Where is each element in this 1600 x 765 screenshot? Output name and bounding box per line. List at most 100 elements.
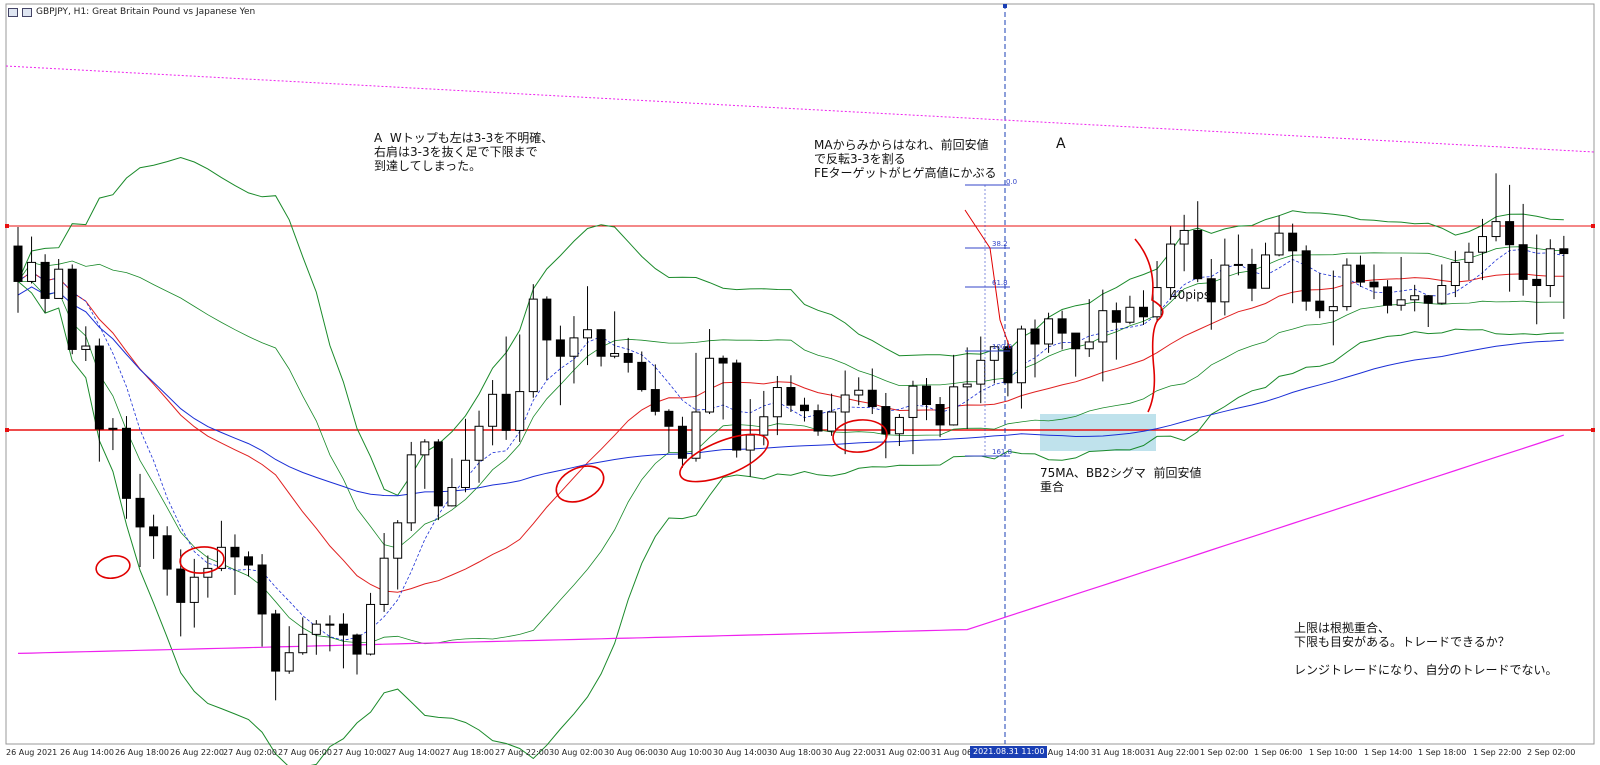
candle-body-bearish	[1423, 295, 1433, 304]
candle	[203, 555, 213, 598]
candle-body-bullish	[1477, 236, 1487, 253]
candle-body-bearish	[1030, 328, 1040, 345]
note-a-line1: A Wトップも左は3-3を不明確、	[374, 131, 554, 145]
candle-body-bullish	[1220, 264, 1230, 303]
candle-body-bullish	[406, 454, 416, 524]
candle-body-bearish	[94, 345, 104, 430]
annotation-circle-4	[679, 433, 769, 483]
candle-body-bullish	[515, 391, 525, 431]
candle-body-bearish	[1193, 229, 1203, 280]
candle-body-bearish	[338, 623, 348, 636]
candle	[501, 336, 511, 440]
candle-body-bullish	[474, 425, 484, 461]
candle-body-bullish	[908, 385, 918, 418]
candle	[1166, 226, 1176, 300]
chart-window-icon	[8, 7, 18, 17]
candle-body-bearish	[1301, 250, 1311, 302]
x-tick-label: 26 Aug 22:00	[170, 748, 224, 757]
candle-body-bearish	[786, 387, 796, 406]
candle	[366, 592, 376, 656]
candle-body-bearish	[1111, 310, 1121, 323]
note-b-line3: FEターゲットがヒゲ高値にかぶる	[814, 166, 997, 180]
candle-body-bullish	[745, 434, 755, 451]
candle-body-bullish	[284, 652, 294, 672]
candle-body-bearish	[1315, 300, 1325, 312]
moving-average-75	[17, 286, 1564, 497]
note-c: 上限は根拠重合、 下限も目安がある。トレードできるか？ レンジトレードになり、自分の…	[1294, 621, 1558, 677]
pips-label: 40pips	[1170, 288, 1211, 302]
candle	[1193, 201, 1203, 283]
note-c-line1: 上限は根拠重合、	[1294, 621, 1391, 635]
candle	[935, 397, 945, 438]
x-tick-label: 30 Aug 06:00	[604, 748, 658, 757]
candle-body-bearish	[352, 634, 362, 655]
candle	[393, 520, 403, 590]
candle-body-bearish	[162, 535, 172, 570]
candle-body-bearish	[637, 361, 647, 391]
candle	[732, 359, 742, 458]
candle-body-bullish	[976, 359, 986, 385]
candle	[1491, 173, 1501, 242]
candle	[1423, 295, 1433, 327]
candle	[257, 554, 267, 647]
candle-body-bearish	[1518, 244, 1528, 280]
candle	[1328, 270, 1338, 346]
candle-body-bullish	[1450, 261, 1460, 287]
candle-body-bullish	[325, 623, 335, 626]
candle	[1125, 295, 1135, 325]
candle	[976, 336, 986, 404]
candle-body-bullish	[1084, 341, 1094, 350]
x-tick-label: 31 Aug 22:00	[1145, 748, 1199, 757]
x-tick-label: 27 Aug 14:00	[386, 748, 440, 757]
candle-body-bearish	[922, 385, 932, 406]
note-a-line3: 到達してしまった。	[374, 159, 482, 173]
candle-body-bearish	[1383, 286, 1393, 306]
candle	[1355, 255, 1365, 287]
candle-body-bearish	[732, 362, 742, 451]
candle	[406, 441, 416, 531]
candle	[1274, 215, 1284, 257]
candle-body-bearish	[1138, 306, 1148, 318]
candle	[433, 439, 443, 521]
candle	[637, 351, 647, 392]
candle	[827, 393, 837, 436]
candle	[515, 334, 525, 442]
candle	[244, 551, 254, 577]
note-zone-line1: 75MA、BB2シグマ 前回安値	[1040, 466, 1202, 480]
candle	[1518, 203, 1528, 296]
candle	[1044, 312, 1054, 353]
candle	[27, 236, 37, 284]
candle	[216, 520, 226, 572]
candle	[54, 259, 64, 299]
candle	[867, 368, 877, 415]
candle-body-bullish	[528, 298, 538, 393]
candle-body-bullish	[393, 522, 403, 559]
candle	[962, 347, 972, 429]
candle-body-bullish	[189, 576, 199, 603]
candle	[583, 286, 593, 366]
annotation-circle-5	[832, 419, 888, 453]
candle-body-bearish	[718, 357, 728, 364]
candle	[1233, 234, 1243, 276]
candle	[1152, 261, 1162, 321]
candle-body-bullish	[311, 623, 321, 635]
candle-body-bearish	[121, 427, 131, 499]
bollinger-lower-band	[17, 281, 1564, 765]
x-tick-label: 1 Sep 02:00	[1200, 748, 1249, 757]
candle-body-bullish	[1437, 285, 1447, 304]
candle	[528, 284, 538, 398]
x-tick-label: 1 Sep 22:00	[1473, 748, 1522, 757]
x-tick-label: 30 Aug 18:00	[767, 748, 821, 757]
candle	[772, 375, 782, 436]
candle-body-bearish	[13, 245, 23, 282]
x-tick-label: 27 Aug 18:00	[440, 748, 494, 757]
note-b-line2: で反転3-3を割る	[814, 152, 906, 166]
candle-body-bullish	[705, 357, 715, 413]
candle-body-bullish	[1261, 254, 1271, 289]
note-c-line2: 下限も目安がある。トレードできるか？	[1294, 635, 1510, 649]
candle-body-bullish	[1328, 306, 1338, 312]
candle-body-bullish	[1274, 232, 1284, 256]
candle-body-bearish	[135, 497, 145, 528]
note-a: A Wトップも左は3-3を不明確、 右肩は3-3を抜く足で下限まで 到達してしまった…	[374, 131, 553, 173]
